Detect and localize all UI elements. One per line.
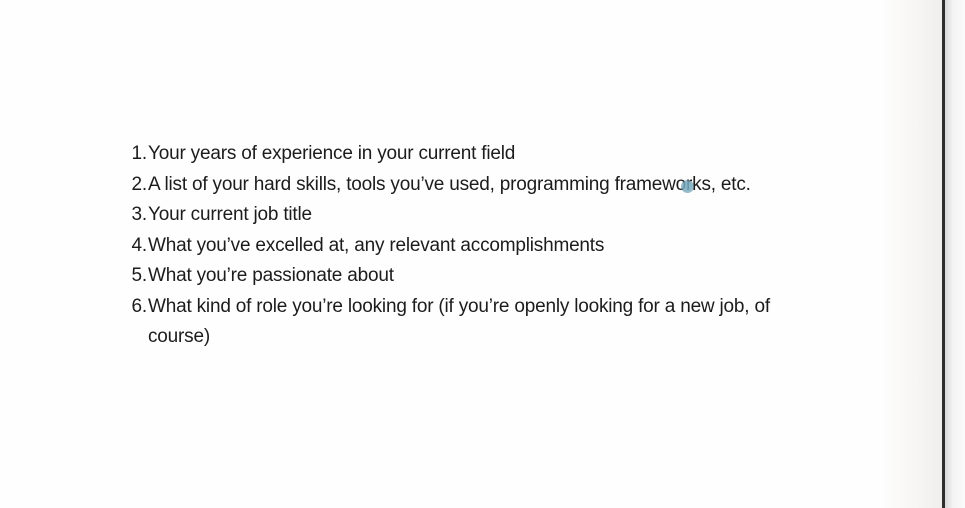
list-item: 1. Your years of experience in your curr…: [122, 139, 822, 170]
adjacent-pane: [945, 0, 965, 508]
list-item-text: What you’re passionate about: [148, 265, 394, 286]
list-item-number: 4.: [131, 234, 148, 256]
window-edge-divider[interactable]: [942, 0, 945, 508]
list-item-number: 3.: [131, 204, 148, 225]
list-item: 3. Your current job title: [122, 200, 822, 231]
list-item-number: 2.: [131, 173, 148, 195]
numbered-list: 1. Your years of experience in your curr…: [122, 139, 822, 353]
touch-cursor-icon: [682, 181, 693, 192]
list-item-number: 6.: [131, 295, 148, 317]
list-item-text: What kind of role you’re looking for (if…: [148, 295, 770, 348]
list-item: 2. A list of your hard skills, tools you…: [122, 170, 822, 201]
list-item: 5. What you’re passionate about: [122, 261, 822, 292]
list-item-text: Your current job title: [148, 204, 312, 225]
list-item: 6. What kind of role you’re looking for …: [122, 292, 822, 353]
list-item-text: What you’ve excelled at, any relevant ac…: [148, 234, 605, 256]
list-item-text: Your years of experience in your current…: [148, 143, 516, 164]
list-item-number: 5.: [131, 265, 148, 286]
page-margin: [880, 0, 943, 508]
list-item-number: 1.: [131, 143, 148, 164]
document-body: 1. Your years of experience in your curr…: [122, 139, 822, 353]
list-item: 4. What you’ve excelled at, any relevant…: [122, 231, 822, 262]
list-item-text: A list of your hard skills, tools you’ve…: [148, 173, 751, 195]
